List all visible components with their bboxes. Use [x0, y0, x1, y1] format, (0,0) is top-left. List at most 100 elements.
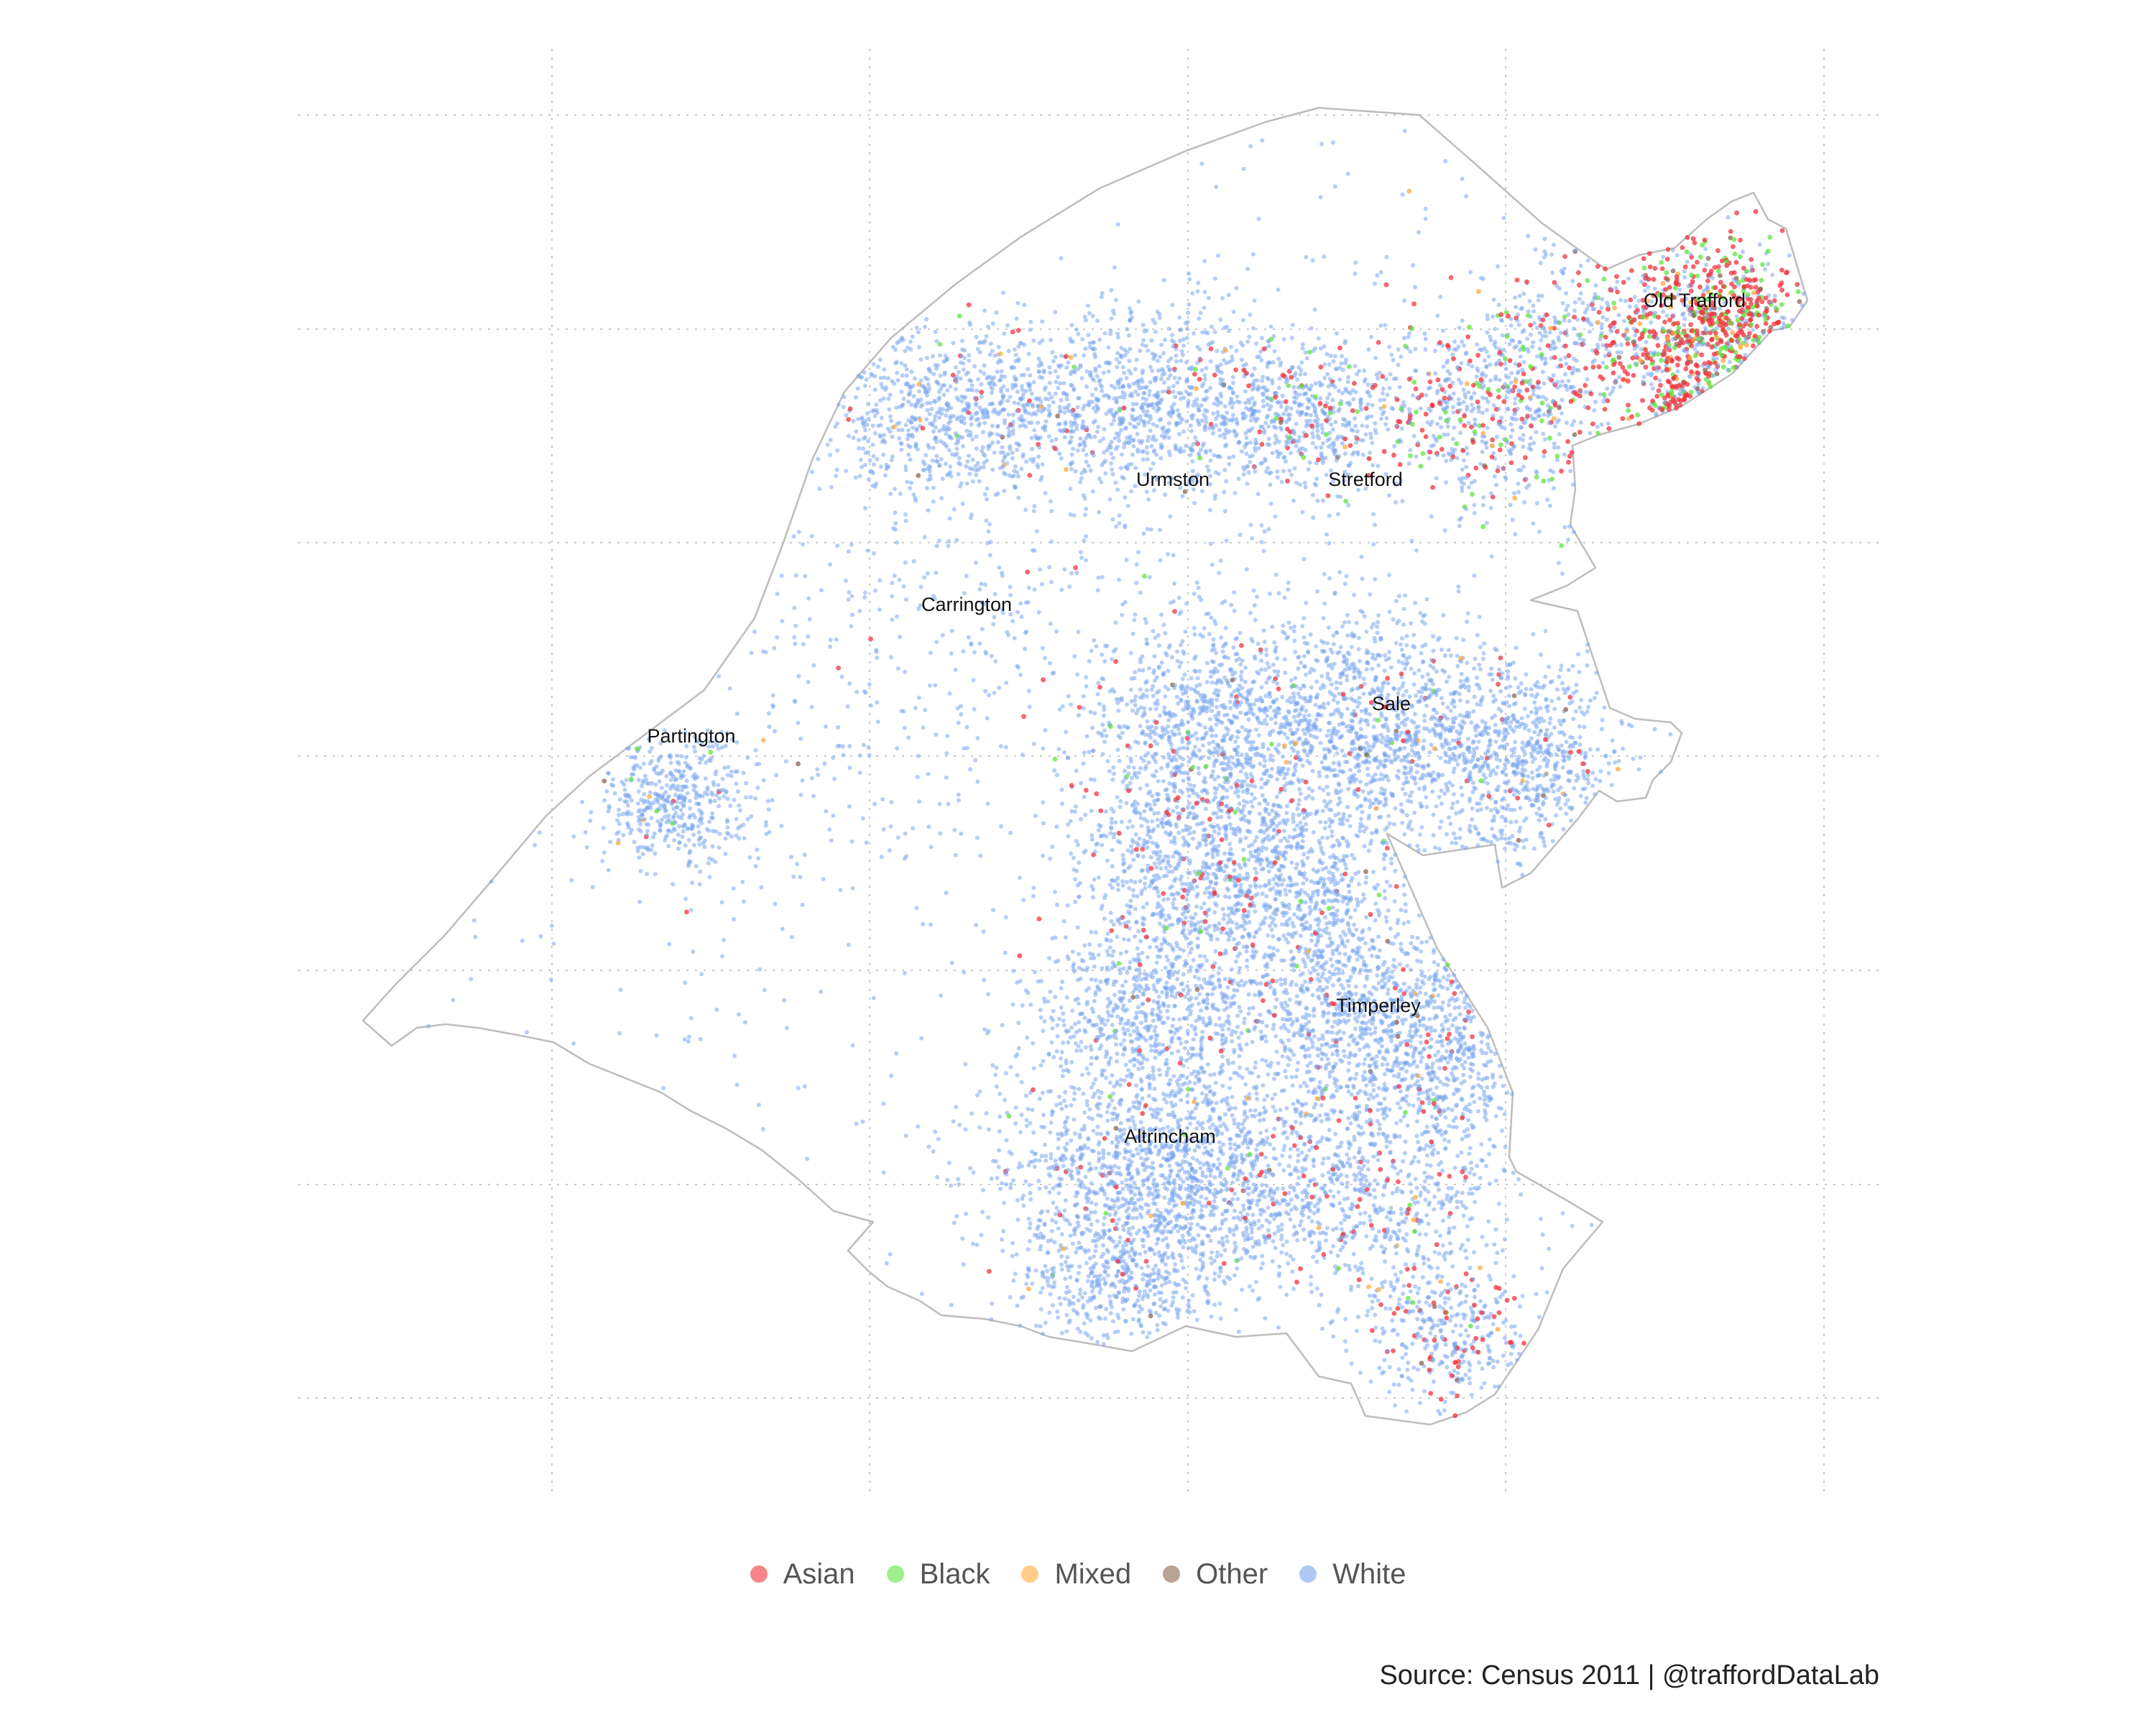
population-dot — [725, 773, 730, 778]
population-dot — [1526, 309, 1531, 314]
population-dot — [1133, 466, 1138, 470]
population-dot — [1230, 417, 1235, 422]
population-dot — [1146, 420, 1151, 425]
population-dot — [1281, 411, 1286, 416]
population-dot — [1084, 369, 1089, 374]
population-dot — [1331, 359, 1336, 364]
population-dot — [716, 783, 721, 788]
population-dot — [1239, 357, 1244, 362]
population-dot — [1072, 364, 1077, 370]
population-dot — [981, 430, 985, 435]
population-dot — [1692, 385, 1697, 390]
population-dot — [1002, 331, 1007, 336]
population-dot — [1493, 362, 1498, 367]
population-dot — [1587, 320, 1592, 325]
population-dot — [1320, 441, 1325, 446]
population-dot — [1304, 356, 1309, 361]
population-dot — [1261, 628, 1266, 633]
population-dot — [1664, 367, 1669, 372]
population-dot — [1598, 392, 1603, 397]
population-dot — [1089, 400, 1095, 405]
population-dot — [995, 369, 1000, 374]
population-dot — [1143, 413, 1148, 418]
population-dot — [1230, 354, 1235, 359]
population-dot — [1352, 380, 1357, 386]
population-dot — [1480, 410, 1485, 415]
population-dot — [1077, 413, 1082, 418]
population-dot — [1146, 435, 1151, 439]
population-dot — [1513, 401, 1518, 406]
population-dot — [1542, 236, 1547, 242]
population-dot — [1484, 349, 1489, 354]
population-dot — [691, 774, 696, 779]
population-dot — [968, 515, 973, 520]
population-dot — [1621, 377, 1626, 382]
population-dot — [1604, 346, 1609, 351]
population-dot — [1097, 337, 1102, 342]
population-dot — [1188, 423, 1193, 428]
population-dot — [734, 712, 740, 716]
population-dot — [1433, 371, 1438, 376]
population-dot — [1253, 617, 1258, 622]
population-dot — [640, 812, 645, 817]
population-dot — [1028, 319, 1033, 324]
population-dot — [1084, 425, 1089, 430]
population-dot — [1114, 410, 1119, 415]
population-dot — [732, 797, 737, 802]
population-dot — [888, 429, 893, 434]
population-dot — [1081, 448, 1086, 453]
population-dot — [1355, 409, 1360, 414]
population-dot — [1197, 422, 1202, 427]
population-dot — [906, 436, 910, 441]
population-dot — [1251, 382, 1256, 387]
population-dot — [1502, 426, 1506, 431]
population-dot — [944, 356, 949, 362]
population-dot — [1156, 368, 1161, 373]
population-dot — [966, 302, 972, 308]
population-dot — [944, 413, 949, 418]
population-dot — [1144, 385, 1149, 390]
population-dot — [1548, 326, 1554, 331]
population-dot — [1541, 478, 1547, 484]
population-dot — [1213, 470, 1218, 475]
population-dot — [1600, 343, 1606, 348]
population-dot — [1324, 418, 1329, 423]
population-dot — [1208, 385, 1213, 390]
population-dot — [704, 760, 709, 765]
population-dot — [1149, 443, 1154, 448]
population-dot — [1147, 403, 1152, 408]
population-dot — [945, 473, 949, 478]
population-dot — [698, 869, 703, 874]
population-dot — [1216, 399, 1221, 404]
population-dot — [895, 370, 900, 375]
population-dot — [1265, 442, 1270, 447]
population-dot — [622, 787, 627, 792]
population-dot — [1100, 752, 1105, 757]
population-dot — [1675, 334, 1681, 339]
population-dot — [1018, 424, 1023, 428]
population-dot — [1190, 459, 1195, 464]
population-dot — [913, 402, 918, 408]
population-dot — [615, 818, 620, 823]
population-dot — [1319, 760, 1325, 765]
population-dot — [934, 454, 939, 459]
population-dot — [1690, 264, 1696, 270]
population-dot — [1169, 405, 1174, 410]
population-dot — [625, 821, 630, 826]
population-dot — [1484, 408, 1489, 413]
population-dot — [1239, 669, 1244, 674]
population-dot — [1705, 314, 1710, 319]
population-dot — [1069, 323, 1074, 328]
population-dot — [1406, 335, 1411, 339]
population-dot — [1315, 498, 1320, 503]
population-dot — [1741, 284, 1747, 290]
population-dot — [1552, 355, 1557, 360]
population-dot — [1170, 410, 1175, 415]
population-dot — [664, 820, 669, 824]
population-dot — [1079, 476, 1084, 481]
population-dot — [1312, 409, 1317, 413]
population-dot — [1781, 321, 1786, 326]
population-dot — [978, 465, 983, 470]
population-dot — [1797, 299, 1802, 304]
population-dot — [1355, 452, 1360, 456]
